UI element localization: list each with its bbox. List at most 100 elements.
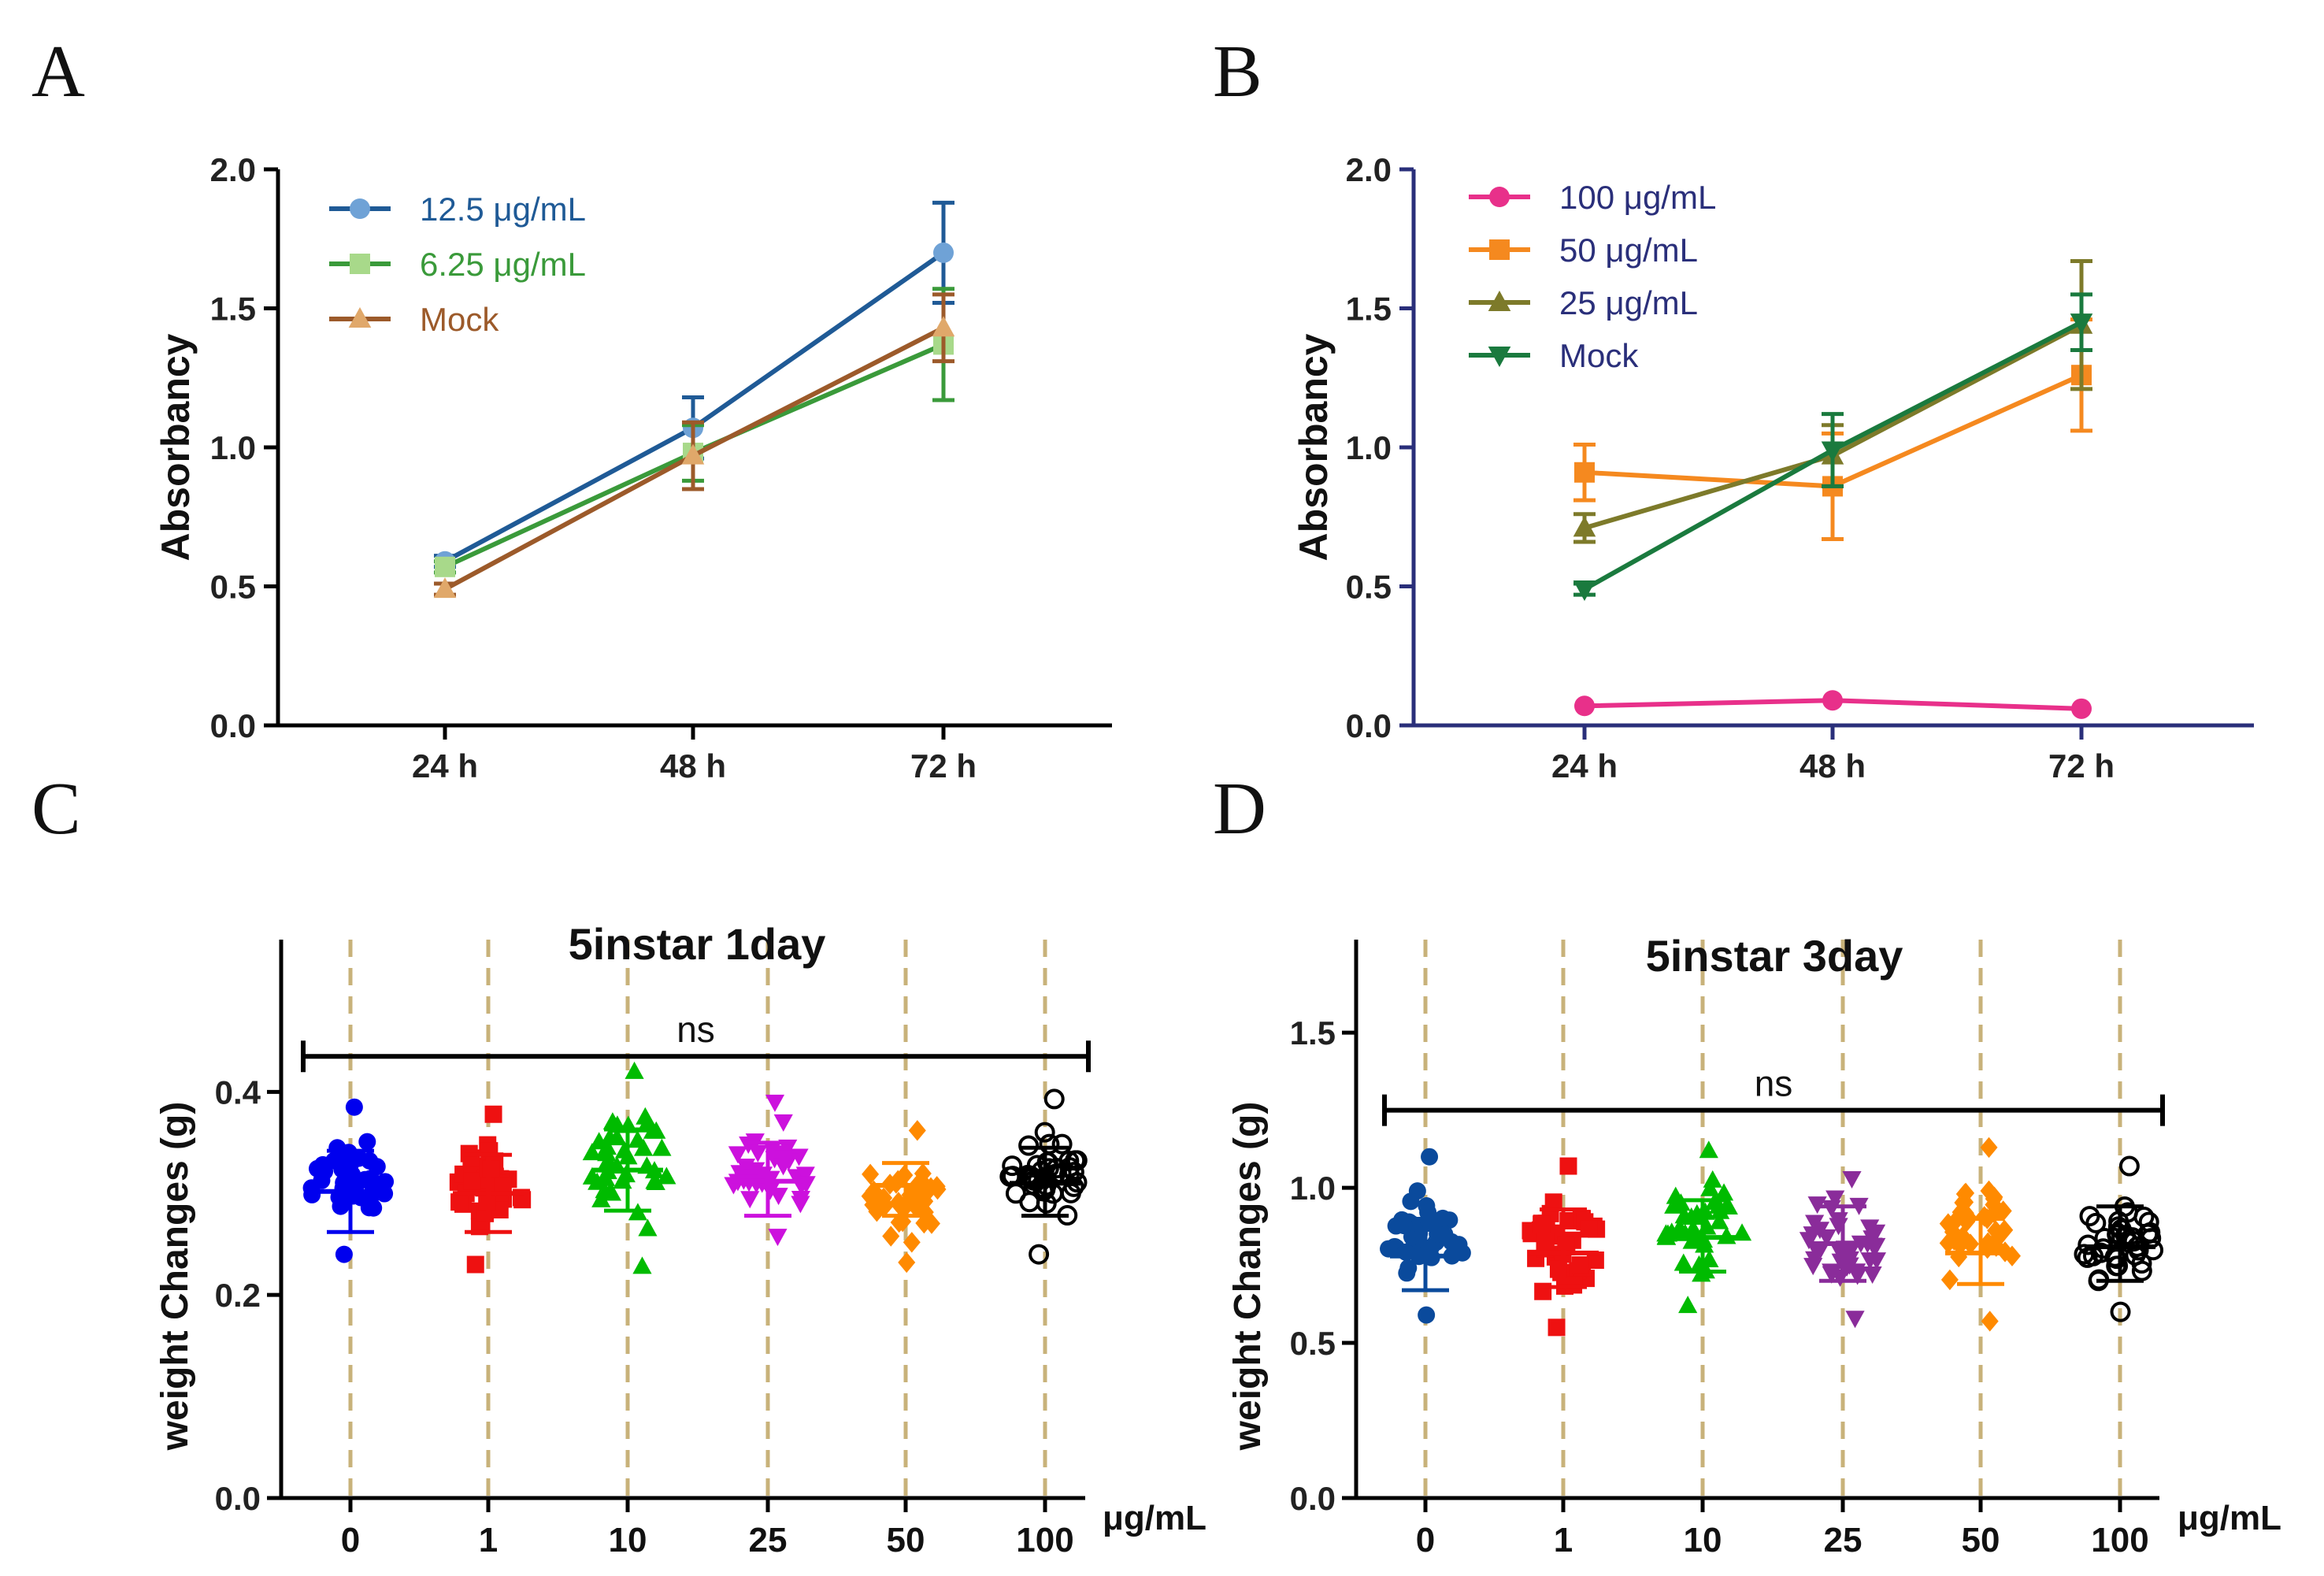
data-point bbox=[491, 1201, 509, 1219]
data-point bbox=[482, 1160, 500, 1178]
data-point bbox=[1683, 1218, 1703, 1237]
data-point bbox=[597, 1144, 617, 1162]
y-tick-label: 0.0 bbox=[1346, 707, 1392, 744]
legend-marker bbox=[1489, 187, 1510, 207]
data-point bbox=[2079, 1206, 2100, 1227]
data-point bbox=[1533, 1215, 1551, 1233]
group-50 bbox=[861, 1120, 947, 1274]
y-tick-label: 1.5 bbox=[1346, 291, 1392, 328]
y-axis-label: weight Changes (g) bbox=[1227, 1102, 1269, 1452]
data-point bbox=[587, 1172, 607, 1190]
data-point bbox=[1419, 1203, 1437, 1222]
data-point bbox=[2118, 1155, 2140, 1177]
data-point bbox=[882, 1226, 900, 1247]
significance-label: ns bbox=[676, 1009, 715, 1050]
x-tick-label: 10 bbox=[1684, 1521, 1722, 1559]
y-tick-label: 0.5 bbox=[1346, 569, 1392, 606]
data-point bbox=[600, 1127, 620, 1145]
data-point bbox=[1994, 1200, 2012, 1222]
data-point bbox=[646, 1173, 665, 1191]
data-point bbox=[1860, 1219, 1880, 1237]
group-0 bbox=[1380, 1148, 1471, 1324]
y-tick-label: 1.0 bbox=[210, 429, 256, 466]
data-point bbox=[325, 1151, 343, 1170]
y-tick-label: 1.0 bbox=[1346, 429, 1392, 466]
y-tick-label: 0.2 bbox=[215, 1277, 261, 1314]
data-point bbox=[775, 1150, 795, 1168]
legend-marker bbox=[350, 254, 370, 274]
data-point bbox=[765, 1094, 785, 1112]
data-point bbox=[462, 1149, 480, 1167]
data-point bbox=[1822, 1266, 1841, 1284]
data-point bbox=[768, 1229, 788, 1247]
data-point bbox=[795, 1166, 815, 1185]
group-100 bbox=[2074, 1155, 2164, 1322]
data-point bbox=[1051, 1133, 1073, 1155]
x-tick-label: 50 bbox=[1962, 1521, 2000, 1559]
x-tick-label: 50 bbox=[887, 1521, 925, 1559]
y-axis-label: weight Changes (g) bbox=[154, 1102, 196, 1452]
legend-marker bbox=[1488, 346, 1511, 367]
data-point bbox=[789, 1148, 809, 1166]
series-2 bbox=[433, 292, 955, 599]
data-point bbox=[1940, 1269, 1959, 1291]
data-point bbox=[302, 1179, 321, 1197]
data-point bbox=[915, 1212, 933, 1234]
data-point bbox=[1559, 1157, 1577, 1175]
x-tick-label: 0 bbox=[341, 1521, 360, 1559]
data-point bbox=[1395, 1217, 1413, 1235]
data-point bbox=[1005, 1183, 1026, 1204]
data-point bbox=[433, 577, 457, 599]
data-point bbox=[1038, 1158, 1059, 1179]
data-point bbox=[1571, 1256, 1589, 1274]
data-point bbox=[2003, 1245, 2021, 1266]
data-point bbox=[773, 1114, 793, 1132]
panel-b: B 0.0 0.5 1.0 1.5 2.0 24 h 48 h 72 h Absorbancy 10… bbox=[1213, 31, 2254, 784]
data-point bbox=[647, 1121, 666, 1139]
data-point bbox=[1863, 1266, 1882, 1285]
data-point bbox=[1574, 462, 1595, 483]
data-point bbox=[898, 1252, 916, 1274]
data-point bbox=[463, 1172, 481, 1190]
group-1 bbox=[1522, 1157, 1606, 1337]
data-point bbox=[862, 1163, 880, 1185]
legend-entry: Mock bbox=[329, 301, 499, 338]
x-unit-label: μg/mL bbox=[2178, 1499, 2281, 1537]
series-3 bbox=[1573, 292, 2093, 601]
data-point bbox=[1842, 1170, 1862, 1188]
x-tick-label: 1 bbox=[1554, 1521, 1573, 1559]
x-tick-label: 72 h bbox=[910, 747, 977, 784]
legend-marker bbox=[350, 198, 370, 219]
legend-marker bbox=[1489, 239, 1510, 260]
data-point bbox=[1981, 1311, 1999, 1332]
group-10 bbox=[582, 1061, 676, 1274]
x-tick-label: 25 bbox=[749, 1521, 788, 1559]
legend-marker bbox=[348, 307, 372, 328]
data-point bbox=[1809, 1244, 1829, 1263]
panel-c: C 0.0 0.2 0.4 0 1 10 25 50 100 μg/mL weight Changes… bbox=[32, 768, 1206, 1559]
group-50 bbox=[1939, 1137, 2021, 1332]
data-point bbox=[928, 1178, 947, 1200]
x-tick-label: 24 h bbox=[412, 747, 478, 784]
panel-d: D 0.0 0.5 1.0 1.5 0 1 10 25 50 100 μg/mL weight Chan… bbox=[1213, 768, 2281, 1559]
data-point bbox=[638, 1218, 658, 1237]
significance-label: ns bbox=[1755, 1063, 1793, 1104]
data-point bbox=[868, 1200, 886, 1222]
data-point bbox=[1807, 1196, 1827, 1214]
data-point bbox=[2071, 698, 2092, 719]
y-tick-label: 1.0 bbox=[1290, 1170, 1336, 1207]
data-point bbox=[681, 443, 705, 465]
data-point bbox=[1580, 1220, 1598, 1238]
data-point bbox=[359, 1170, 377, 1188]
data-point bbox=[633, 1138, 654, 1156]
data-point bbox=[2074, 1244, 2095, 1265]
x-unit-label: μg/mL bbox=[1103, 1499, 1206, 1537]
legend-label: 6.25 μg/mL bbox=[420, 246, 586, 283]
panel-label: A bbox=[32, 31, 85, 113]
legend-entry: 6.25 μg/mL bbox=[329, 246, 586, 283]
y-tick-label: 2.0 bbox=[1346, 151, 1392, 188]
data-point bbox=[2107, 1222, 2128, 1244]
data-point bbox=[889, 1170, 907, 1192]
data-point bbox=[877, 1195, 895, 1216]
data-point bbox=[1573, 516, 1596, 537]
